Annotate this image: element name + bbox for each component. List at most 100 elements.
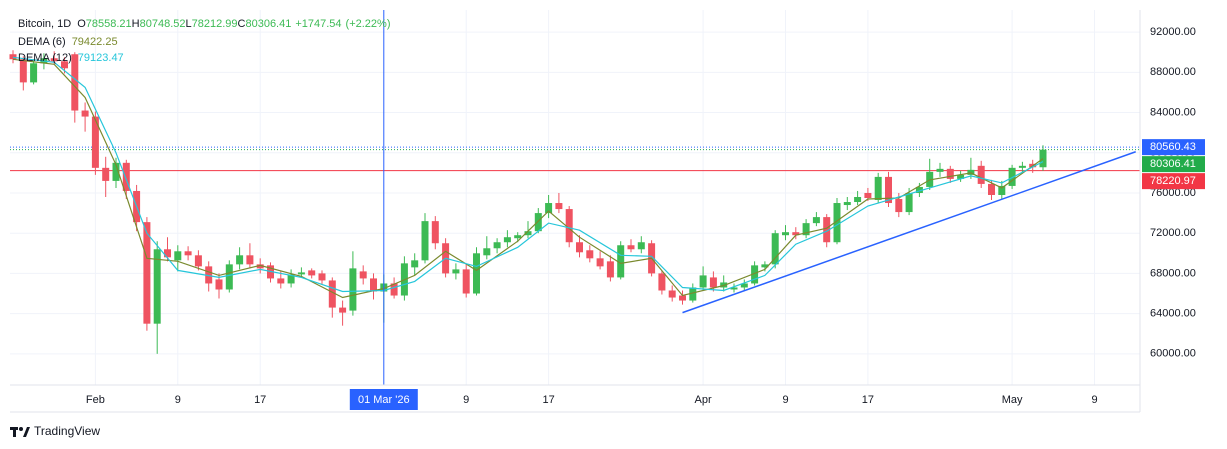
candle-body <box>102 167 110 181</box>
candle-body <box>1018 165 1026 168</box>
legend-name: DEMA (6) <box>18 36 66 48</box>
y-tick-label: 88000.00 <box>1150 66 1196 78</box>
x-tick-label: 9 <box>463 394 469 406</box>
price-label-bg <box>1142 156 1205 173</box>
candle-body <box>679 295 686 301</box>
symbol: Bitcoin, 1D <box>18 18 71 30</box>
y-tick-label: 68000.00 <box>1150 267 1196 279</box>
candle-body <box>885 176 892 204</box>
candle-body <box>225 264 233 290</box>
candle-body <box>61 61 68 69</box>
candle-body <box>503 237 511 243</box>
x-tick-label: May <box>1002 394 1023 406</box>
candle-body <box>555 203 563 210</box>
candle-body <box>586 250 594 259</box>
footer-brand: TradingView <box>34 424 100 438</box>
crosshair-label: 01 Mar '26 <box>358 394 410 406</box>
candle-body <box>534 213 542 232</box>
candle-body <box>359 271 367 279</box>
price-label-bg <box>1142 139 1205 156</box>
x-tick-label: 9 <box>782 394 788 406</box>
candle-body <box>596 258 604 267</box>
x-tick-label: 9 <box>175 394 181 406</box>
candle-body <box>277 278 285 284</box>
logo: TradingView <box>10 424 100 438</box>
candle-body <box>349 268 357 311</box>
ohlc-letter: L <box>186 18 192 30</box>
y-tick-label: 84000.00 <box>1150 106 1196 118</box>
candle-body <box>730 287 738 290</box>
candle-body <box>854 196 862 203</box>
crosshair-label-bg <box>349 389 418 410</box>
candle-body <box>483 248 491 256</box>
candle-body <box>287 274 295 284</box>
candle-body <box>308 270 316 276</box>
candle-body <box>761 264 769 268</box>
candle-body <box>936 168 944 172</box>
ohlc-letter: H <box>132 18 140 30</box>
candle-body <box>771 233 779 265</box>
candle-body <box>565 209 573 243</box>
candle-body <box>668 290 676 298</box>
candle-body <box>514 235 522 239</box>
candle-body <box>545 203 553 214</box>
candle-body <box>91 116 99 168</box>
candle-body <box>50 58 58 62</box>
candle-body <box>606 261 614 278</box>
candle-body <box>740 283 748 288</box>
candle-body <box>194 255 202 267</box>
candle-body <box>524 231 532 236</box>
x-tick-label: 9 <box>1091 394 1097 406</box>
candle-body <box>843 202 851 206</box>
price-label: 80306.41 <box>1150 158 1196 170</box>
candle-body <box>812 217 820 224</box>
candle-body <box>782 232 789 236</box>
indicator-line <box>12 56 1044 293</box>
candle-body <box>802 223 810 236</box>
candle-body <box>1008 167 1016 186</box>
candle-body <box>988 183 995 195</box>
candle-body <box>339 307 347 313</box>
plot <box>9 10 1140 385</box>
candle-body <box>792 232 800 236</box>
candle-body <box>905 192 913 213</box>
candle-body <box>576 242 583 253</box>
candle-body <box>318 273 326 281</box>
legend-indicator: DEMA (6) 79422.25 <box>18 36 118 48</box>
candle-body <box>833 203 841 243</box>
candle-body <box>184 251 192 256</box>
y-tick-label: 76000.00 <box>1150 187 1196 199</box>
legend-value: 79123.47 <box>78 52 124 64</box>
candle-body <box>236 255 244 265</box>
candle-body <box>19 59 27 83</box>
candle-body <box>297 272 305 275</box>
legend-name: DEMA (12) <box>18 52 72 64</box>
x-tick-label: 17 <box>254 394 266 406</box>
candle-body <box>431 221 439 244</box>
y-tick-label: 72000.00 <box>1150 227 1196 239</box>
price-label: 78220.97 <box>1150 175 1196 187</box>
candle-body <box>30 63 38 83</box>
candle-body <box>946 168 954 179</box>
legend-ohlc: Bitcoin, 1D O78558.21H80748.52L78212.99C8… <box>18 18 391 30</box>
legend-value: 79422.25 <box>72 36 118 48</box>
candle-body <box>895 199 903 213</box>
candle-body <box>122 162 130 191</box>
candle-body <box>874 176 882 201</box>
ohlc-value: 78212.99 <box>192 18 238 30</box>
candle-body <box>205 266 213 284</box>
candle-body <box>411 260 419 268</box>
candle-body <box>617 245 625 278</box>
y-tick-label: 64000.00 <box>1150 308 1196 320</box>
candle-body <box>493 242 501 249</box>
ohlc-letter: C <box>238 18 246 30</box>
logo-slash <box>23 427 30 437</box>
candle-body <box>473 253 480 294</box>
legend-indicator: DEMA (12) 79123.47 <box>18 52 124 64</box>
candle-body <box>174 251 182 261</box>
ohlc-value: 80748.52 <box>140 18 186 30</box>
candle-body <box>390 283 398 296</box>
x-tick-label: 17 <box>862 394 874 406</box>
